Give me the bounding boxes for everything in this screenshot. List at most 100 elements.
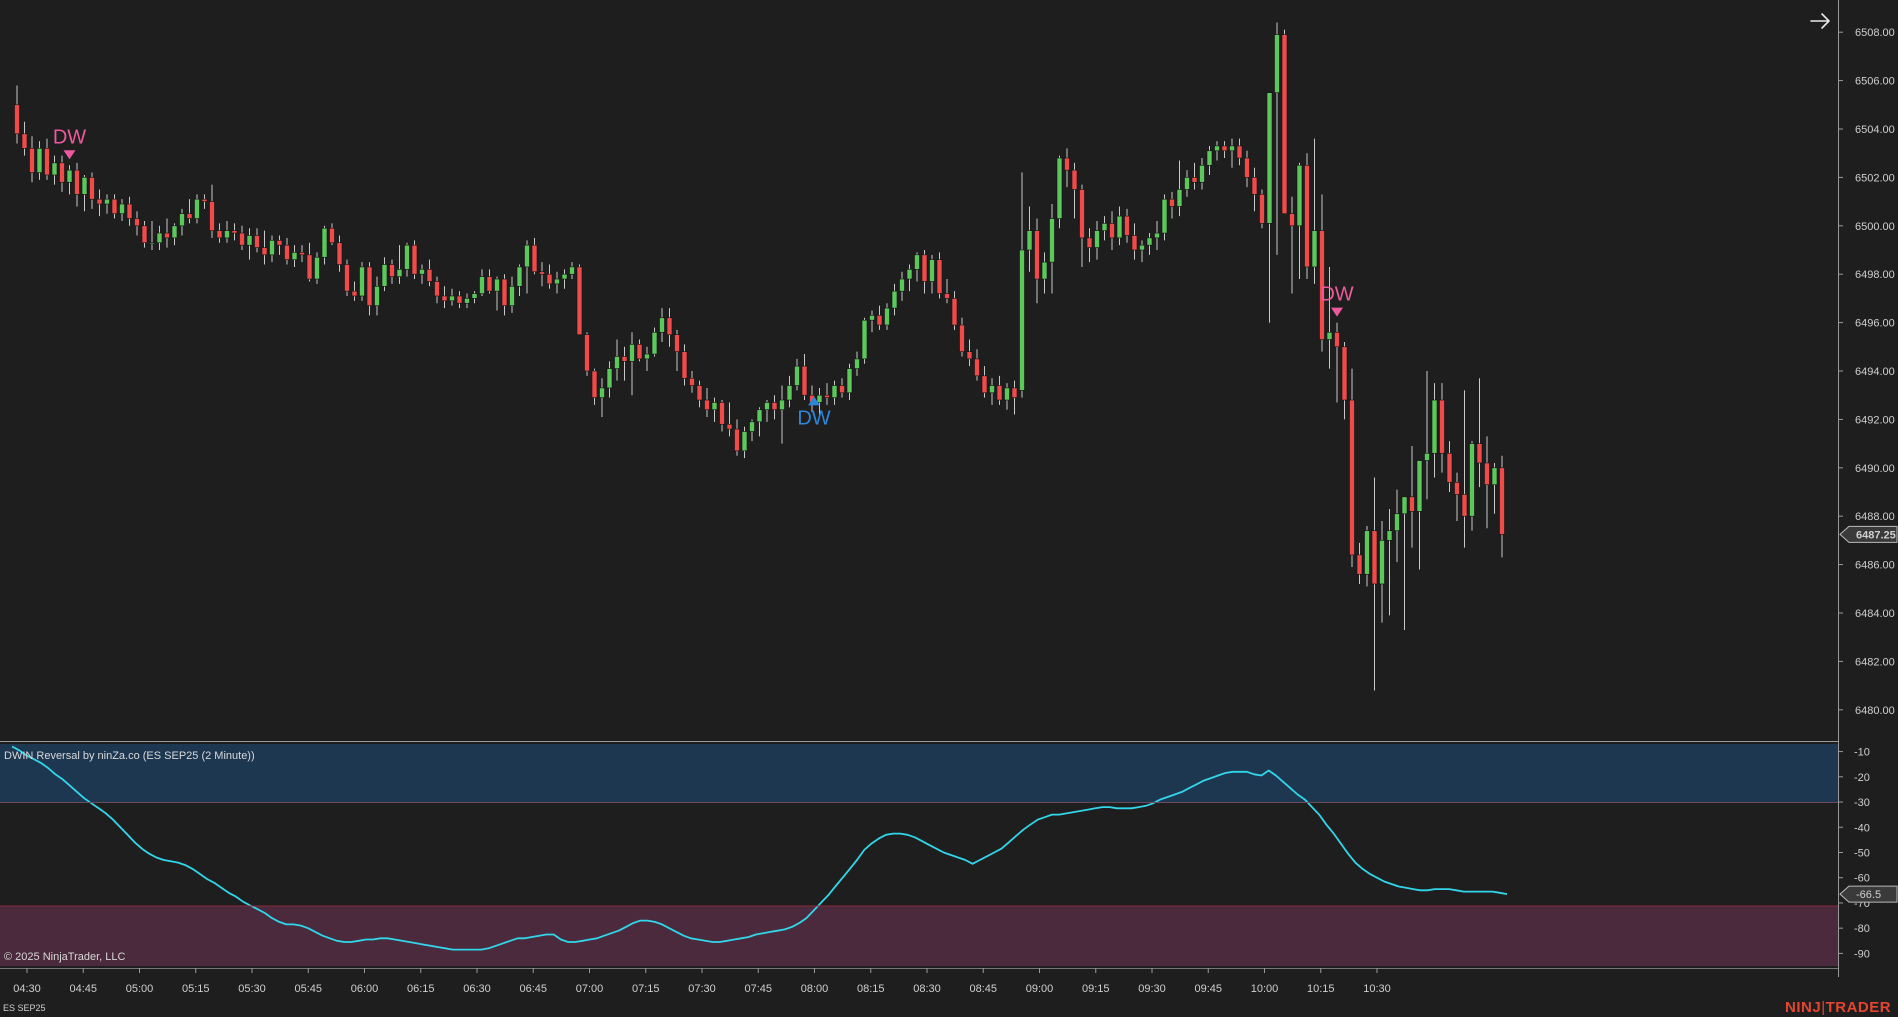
candle-body <box>966 351 973 360</box>
candle-body <box>1394 513 1400 532</box>
last-indicator-tag <box>1839 885 1898 903</box>
last-price-marker: 6487.25 <box>1839 525 1898 543</box>
candle-body <box>29 148 35 173</box>
candle-body <box>554 278 560 285</box>
candle-body <box>104 198 110 205</box>
last-price-tag <box>1839 525 1898 543</box>
candle-body <box>119 203 125 215</box>
candle-body <box>171 225 178 239</box>
candle-body <box>66 169 73 183</box>
candle-body <box>996 385 1003 401</box>
time-axis[interactable]: 04:30 04:45 05:00 05:15 05:30 05:45 06:00 06:15… <box>13 968 1391 995</box>
candle-body <box>861 319 868 360</box>
candle-body <box>434 281 440 297</box>
candle-body <box>404 244 410 270</box>
candle-body <box>1071 169 1078 190</box>
candle-body <box>1461 494 1468 517</box>
candle-body <box>1221 145 1228 152</box>
candle-body <box>441 295 448 302</box>
candle-body <box>59 162 65 183</box>
time-tick-label: 07:45 <box>744 983 772 995</box>
candle-body <box>636 344 643 360</box>
candle-body <box>1056 157 1063 219</box>
candle-body <box>936 259 943 294</box>
candle-body <box>1499 467 1505 535</box>
candle-body <box>216 230 223 239</box>
candle-body <box>239 232 245 246</box>
candle-body <box>81 177 88 195</box>
candle-body <box>1334 331 1340 348</box>
candle-body <box>201 198 208 202</box>
price-tick-label: 6500.00 <box>1855 221 1895 233</box>
candle-body <box>1356 554 1363 575</box>
candle-body <box>501 278 508 306</box>
time-tick-label: 06:45 <box>519 983 547 995</box>
candle-body <box>74 169 80 195</box>
candle-body <box>1049 218 1055 263</box>
candle-body <box>1079 189 1085 239</box>
price-tick-label: 6502.00 <box>1855 172 1895 184</box>
candle-body <box>1409 496 1415 512</box>
last-indicator-marker: -66.5 <box>1839 885 1898 903</box>
buy-signal-label: DW <box>797 407 830 429</box>
time-tick-label: 08:45 <box>969 983 997 995</box>
price-tick-label: 6506.00 <box>1855 76 1895 88</box>
time-tick-label: 10:30 <box>1363 983 1391 995</box>
indicator-line <box>11 745 1508 951</box>
price-tick-label: 6484.00 <box>1855 608 1895 620</box>
candle-body <box>876 315 883 326</box>
candle-body <box>1154 232 1160 239</box>
candle-body <box>764 402 770 411</box>
candle-body <box>711 402 718 411</box>
candle-body <box>651 331 658 355</box>
candle-body <box>1439 399 1445 454</box>
candle-body <box>959 324 965 352</box>
candle-body <box>456 295 463 304</box>
candle-body <box>951 298 958 326</box>
navigate-right-button[interactable] <box>1808 8 1834 34</box>
time-tick-label: 07:15 <box>632 983 660 995</box>
candle-body <box>1349 399 1355 556</box>
candle-body <box>524 244 530 268</box>
time-tick-label: 05:15 <box>182 983 210 995</box>
price-axis[interactable]: 6508.00 6506.00 6504.00 6502.00 6500.00 6498.… <box>1838 27 1895 717</box>
candle-body <box>981 375 988 394</box>
candle-body <box>254 235 260 248</box>
candle-body <box>1124 215 1130 236</box>
time-tick-label: 04:30 <box>13 983 41 995</box>
last-price-label: 6487.25 <box>1856 529 1896 541</box>
candle-body <box>389 264 395 277</box>
time-tick-label: 08:30 <box>913 983 941 995</box>
candle-body <box>1274 34 1280 93</box>
candle-body <box>246 235 253 246</box>
candle-body <box>1319 230 1325 340</box>
candle-body <box>261 247 268 256</box>
candle-body <box>224 230 230 239</box>
candle-body <box>1251 177 1258 195</box>
candle-body <box>1416 460 1423 512</box>
candle-body <box>921 254 928 282</box>
candle-body <box>884 307 890 326</box>
price-tick-label: 6504.00 <box>1855 124 1895 136</box>
candle-body <box>231 230 238 234</box>
candle-body <box>299 252 305 256</box>
candle-body <box>1236 145 1243 159</box>
time-tick-label: 05:00 <box>126 983 154 995</box>
candle-body <box>599 387 605 398</box>
candle-body <box>531 244 538 273</box>
candle-body <box>1424 452 1430 461</box>
indicator-tick-label: -50 <box>1854 847 1870 859</box>
candle-body <box>96 198 103 205</box>
candle-body <box>726 423 733 430</box>
candle-body <box>509 285 515 306</box>
candle-body <box>321 227 328 258</box>
candle-body <box>869 315 875 321</box>
candle-body <box>1431 399 1438 454</box>
candle-body <box>306 254 313 280</box>
sell-signal-label: DW <box>53 126 86 148</box>
candle-body <box>1469 443 1475 517</box>
candle-body <box>591 370 598 398</box>
candle-body <box>291 252 298 260</box>
